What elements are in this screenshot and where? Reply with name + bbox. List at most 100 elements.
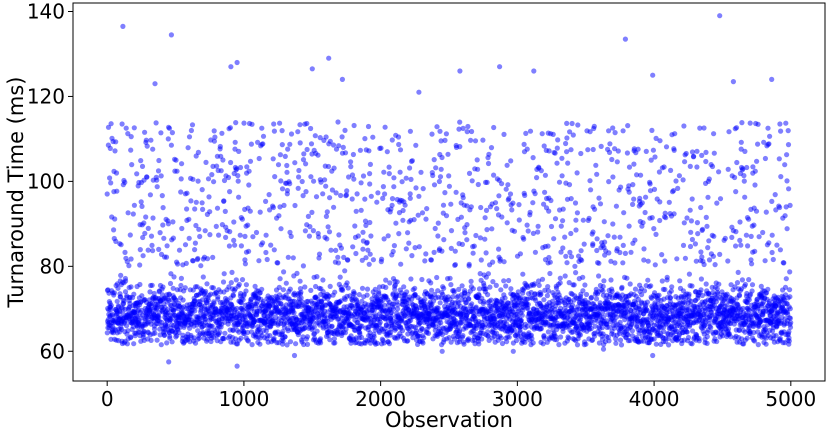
- data-point: [781, 260, 787, 266]
- data-point: [127, 232, 133, 238]
- data-point: [147, 289, 153, 295]
- data-point: [475, 181, 481, 188]
- data-point: [435, 233, 441, 239]
- data-point: [184, 206, 190, 212]
- data-point: [459, 283, 465, 289]
- data-point: [686, 291, 692, 297]
- data-point: [338, 298, 344, 304]
- data-point: [413, 185, 419, 191]
- data-point: [278, 226, 284, 232]
- data-point: [618, 342, 625, 348]
- data-point: [150, 248, 156, 254]
- data-point: [221, 198, 227, 204]
- data-point: [644, 299, 651, 305]
- data-point: [300, 157, 307, 163]
- data-point: [538, 291, 544, 297]
- data-point: [621, 210, 627, 216]
- data-point: [144, 143, 150, 149]
- data-point: [396, 231, 402, 237]
- data-point: [541, 297, 547, 303]
- data-point: [211, 138, 217, 144]
- data-point: [609, 288, 615, 294]
- data-point: [631, 196, 637, 202]
- data-point: [355, 301, 361, 307]
- data-point: [762, 258, 768, 264]
- data-point: [657, 138, 663, 144]
- data-point: [129, 162, 135, 168]
- data-point: [287, 181, 293, 187]
- data-point: [492, 200, 499, 206]
- data-point: [218, 168, 224, 174]
- data-point: [688, 218, 695, 224]
- data-point: [252, 317, 258, 323]
- data-point: [359, 257, 365, 263]
- data-point: [193, 222, 199, 229]
- data-point: [229, 269, 235, 275]
- data-point: [762, 155, 769, 162]
- data-point: [147, 192, 153, 198]
- data-point: [501, 131, 507, 137]
- data-point: [620, 242, 626, 248]
- data-point: [435, 305, 441, 311]
- data-point: [316, 234, 322, 240]
- data-point: [145, 247, 151, 253]
- data-point: [287, 286, 293, 292]
- data-point: [466, 296, 472, 302]
- data-point: [130, 211, 136, 217]
- data-point: [552, 150, 558, 156]
- data-point: [689, 341, 695, 347]
- data-point: [687, 207, 693, 213]
- data-point: [563, 140, 569, 147]
- data-point: [752, 248, 758, 254]
- data-point: [475, 166, 481, 172]
- data-point: [151, 290, 157, 297]
- data-point: [295, 129, 301, 135]
- data-point: [336, 143, 342, 149]
- data-point: [516, 217, 522, 223]
- data-point: [360, 173, 367, 179]
- data-point: [260, 240, 266, 246]
- data-point: [170, 235, 176, 241]
- data-point: [544, 293, 551, 299]
- data-point: [288, 131, 295, 137]
- data-point: [627, 337, 633, 344]
- data-point: [122, 249, 128, 255]
- data-point: [582, 282, 588, 288]
- data-point: [196, 335, 202, 341]
- data-point: [610, 125, 616, 131]
- data-point: [200, 274, 206, 280]
- data-point: [156, 246, 162, 252]
- data-point: [236, 194, 242, 200]
- data-point: [652, 262, 658, 268]
- data-point: [244, 164, 250, 170]
- data-point: [468, 204, 474, 210]
- data-point: [163, 254, 170, 260]
- data-point: [165, 136, 171, 142]
- data-point: [221, 271, 227, 277]
- data-point: [338, 245, 344, 251]
- data-point: [725, 166, 731, 172]
- data-point: [137, 262, 143, 268]
- data-point: [590, 229, 596, 235]
- data-point: [223, 234, 229, 240]
- data-point: [583, 341, 589, 347]
- data-point: [587, 178, 593, 184]
- data-point: [399, 317, 405, 323]
- data-point: [188, 127, 194, 134]
- data-point: [367, 171, 373, 177]
- data-point: [339, 134, 345, 140]
- data-point: [134, 171, 140, 177]
- data-point: [496, 246, 502, 252]
- data-point: [425, 330, 432, 336]
- data-point: [234, 305, 240, 312]
- data-point: [303, 189, 309, 195]
- data-point: [709, 163, 716, 170]
- data-point: [124, 323, 130, 329]
- data-point: [308, 174, 314, 180]
- data-point: [210, 254, 216, 260]
- data-point: [784, 226, 790, 232]
- data-point: [640, 220, 646, 226]
- data-point: [746, 216, 752, 222]
- data-point: [612, 260, 618, 266]
- data-point: [207, 209, 213, 215]
